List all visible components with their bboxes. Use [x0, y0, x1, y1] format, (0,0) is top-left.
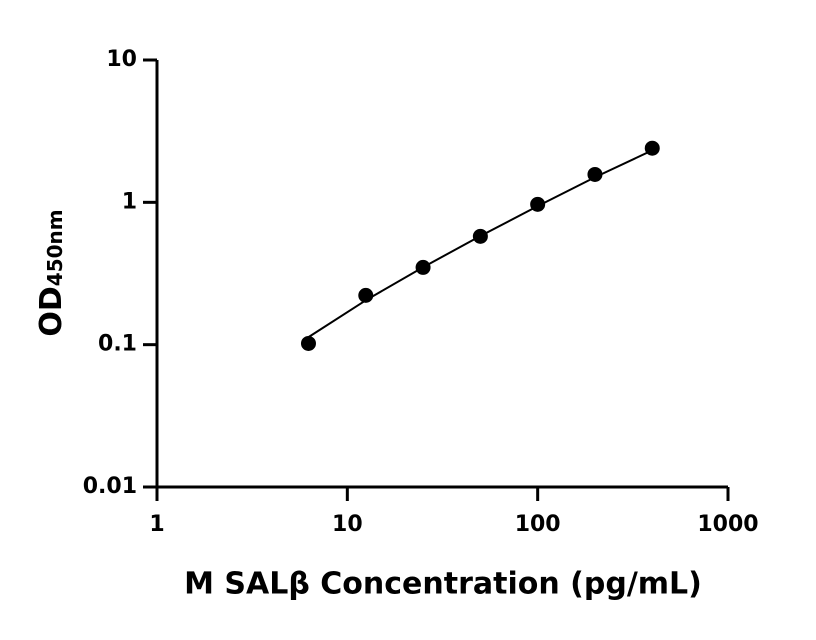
x-tick-label: 10 — [332, 512, 363, 537]
y-axis-label-main: OD — [34, 286, 69, 336]
x-tick-label: 1 — [149, 512, 164, 537]
y-tick-label: 0.1 — [98, 332, 137, 357]
x-tick-label: 1000 — [697, 512, 758, 537]
y-axis-label: OD450nm — [34, 209, 69, 336]
x-axis-label: M SALβ Concentration (pg/mL) — [184, 567, 702, 602]
fit-curve — [307, 149, 653, 338]
y-tick-label: 1 — [122, 189, 137, 214]
data-point — [300, 335, 316, 351]
y-axis-label-subscript: 450nm — [43, 209, 67, 286]
x-tick-label: 100 — [515, 512, 561, 537]
y-tick-label: 0.01 — [83, 474, 137, 499]
y-tick-label: 10 — [106, 47, 137, 72]
